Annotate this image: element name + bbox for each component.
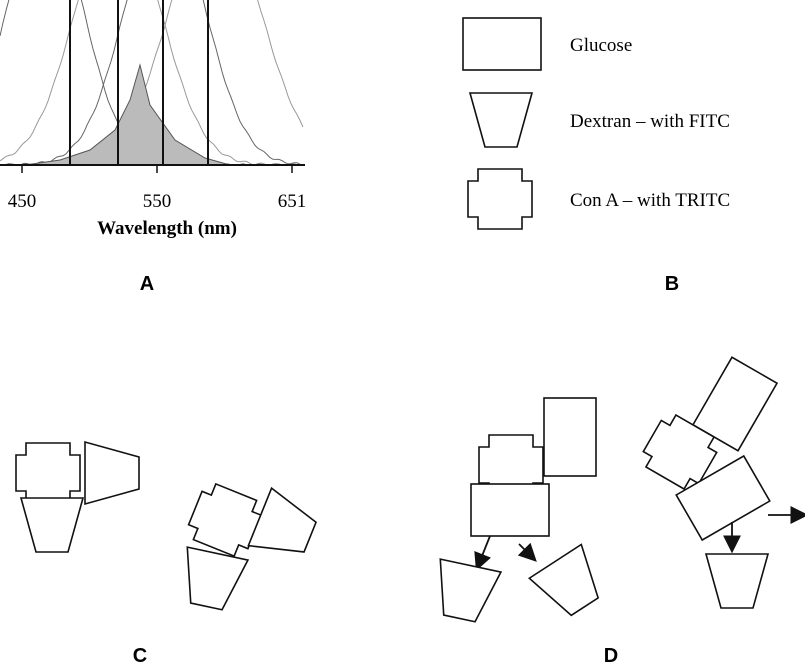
dextran-icon [470,93,532,147]
overlap-area [25,65,230,165]
molecule-shape [85,442,139,504]
displacement-diagram [429,357,803,625]
molecule-shape [471,484,549,536]
cona-icon [468,169,532,229]
molecule-shape [184,480,266,560]
tick-label: 450 [8,191,37,212]
panel-label: C [133,645,147,667]
complex-diagram [16,442,322,613]
panel-label: A [140,273,154,295]
tick-label: 651 [278,191,307,212]
tick-label: 550 [143,191,172,212]
legend-text: Dextran – with FITC [570,111,730,132]
figure: 450 550 651 Wavelength (nm) A Glucose De… [0,0,805,667]
molecule-shape [21,498,83,552]
molecule-shape [176,547,248,613]
panel-label: D [604,645,618,667]
molecule-shape [706,554,768,608]
spectra-plot: 450 550 651 Wavelength (nm) [0,0,306,239]
legend: Glucose Dextran – with FITC Con A – with… [463,18,730,229]
glucose-icon [463,18,541,70]
panel-label: B [665,273,679,295]
arrow [478,536,490,566]
molecule-shape [16,443,80,503]
molecule-shape [544,398,596,476]
legend-text: Con A – with TRITC [570,190,730,211]
arrow [519,544,533,558]
molecule-shape [248,488,321,566]
legend-text: Glucose [570,35,632,56]
axis-label: Wavelength (nm) [97,218,237,239]
molecule-shape [429,559,501,625]
molecule-shape [529,544,610,623]
